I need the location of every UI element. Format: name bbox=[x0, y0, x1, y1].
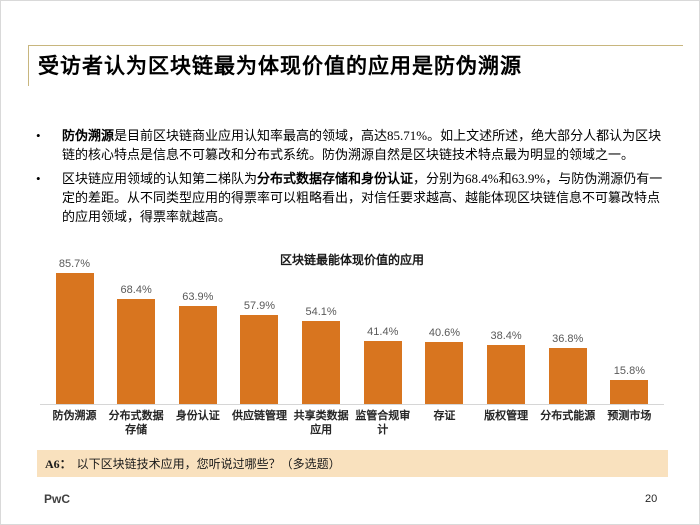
category-label: 监管合规审计 bbox=[355, 410, 411, 436]
bar-value-label: 36.8% bbox=[552, 333, 584, 345]
title-rule-vertical bbox=[28, 45, 29, 86]
chart-category-axis: 防伪溯源 分布式数据存储 身份认证 供应链管理 共享类数据应用 监管合规审计 存证 版权管理分… bbox=[44, 409, 660, 437]
bar-value-label: 15.8% bbox=[613, 365, 645, 377]
category-label: 共享类数据应用 bbox=[293, 410, 349, 436]
bar bbox=[487, 345, 526, 404]
bullet-text-pre: 区块链应用领域的认知第二梯队为 bbox=[62, 171, 258, 186]
bullet-text-bold: 分布式数据存储和身份认证 bbox=[257, 171, 414, 186]
title-rule-horizontal bbox=[28, 45, 683, 46]
bar bbox=[55, 273, 94, 404]
chart-bar-slot: 63.9% bbox=[167, 291, 228, 404]
chart-x-axis-line bbox=[40, 404, 664, 405]
pwc-logo: PwC bbox=[44, 492, 71, 506]
chart-title: 区块链最能体现价值的应用 bbox=[279, 253, 424, 267]
category-label: 供应链管理 bbox=[231, 410, 287, 422]
bar-value-label: 68.4% bbox=[120, 284, 152, 296]
bullet-marker: • bbox=[36, 128, 41, 143]
bar bbox=[610, 380, 649, 404]
category-label: 分布式数据存储 bbox=[108, 410, 164, 436]
category-label: 防伪溯源 bbox=[52, 410, 97, 422]
chart-plot-area: 85.7% 68.4% 63.9% 57.9% 54.1% 41.4% 40.6% 38.4%… bbox=[44, 254, 660, 404]
chart-bar-slot: 40.6% bbox=[414, 327, 475, 404]
category-label: 存证 bbox=[433, 410, 456, 422]
chart-bar-slot: 41.4% bbox=[352, 326, 413, 404]
bullet-item: • 区块链应用领域的认知第二梯队为分布式数据存储和身份认证，分别为68.4%和6… bbox=[36, 169, 672, 226]
bar bbox=[548, 348, 587, 404]
chart-bar-slot: 38.4% bbox=[476, 330, 537, 404]
chart-bar-slot: 15.8% bbox=[599, 365, 660, 404]
bar bbox=[425, 342, 464, 404]
bar-value-label: 57.9% bbox=[243, 300, 276, 312]
bar bbox=[240, 315, 279, 404]
bullet-text-post: 是目前区块链商业应用认知率最高的领域，高达85.71%。如上文述所述，绝大部分人… bbox=[62, 128, 662, 162]
bar bbox=[302, 321, 341, 404]
bullet-item: • 防伪溯源是目前区块链商业应用认知率最高的领域，高达85.71%。如上文述所述… bbox=[36, 126, 672, 164]
bar-value-label: 40.6% bbox=[428, 327, 461, 339]
bullet-text: 区块链应用领域的认知第二梯队为分布式数据存储和身份认证，分别为68.4%和63.… bbox=[62, 169, 672, 226]
bar-value-label: 41.4% bbox=[367, 326, 399, 338]
bar-value-label: 38.4% bbox=[490, 330, 522, 342]
bullet-list: • 防伪溯源是目前区块链商业应用认知率最高的领域，高达85.71%。如上文述所述… bbox=[36, 126, 672, 231]
chart-bar-slot: 68.4% bbox=[106, 284, 167, 404]
footnote-text: 以下区块链技术应用，您听说过哪些？（多选题） bbox=[76, 457, 341, 471]
bullet-text-post: ，分别为68.4%和63.9%，与防伪溯源仍有一定的差距。从不同类型应用的得票率… bbox=[62, 171, 663, 224]
footnote-box: A6： 以下区块链技术应用，您听说过哪些？（多选题） bbox=[37, 450, 668, 477]
category-label: 身份认证 bbox=[175, 410, 220, 422]
category-label: 预测市场 bbox=[607, 410, 652, 422]
bar-value-label: 85.7% bbox=[58, 258, 91, 270]
chart-bar-slot: 54.1% bbox=[291, 306, 352, 404]
chart-bar-slot: 36.8% bbox=[537, 333, 598, 404]
bullet-marker: • bbox=[36, 171, 41, 186]
bar bbox=[178, 306, 217, 404]
bar bbox=[117, 299, 156, 404]
bar-value-label: 54.1% bbox=[305, 306, 337, 318]
chart-bar-slot: 85.7% bbox=[44, 258, 105, 404]
page-title: 受访者认为区块链最为体现价值的应用是防伪溯源 bbox=[38, 54, 522, 78]
bar bbox=[363, 341, 402, 404]
page-number: 20 bbox=[645, 493, 658, 505]
bullet-text-bold: 防伪溯源 bbox=[62, 128, 115, 143]
footnote-question-id: A6： bbox=[45, 457, 72, 471]
category-label: 分布式能源 bbox=[540, 410, 596, 422]
bar-value-label: 63.9% bbox=[182, 291, 214, 303]
bullet-text: 防伪溯源是目前区块链商业应用认知率最高的领域，高达85.71%。如上文述所述，绝… bbox=[62, 126, 672, 164]
chart-bar-slot: 57.9% bbox=[229, 300, 290, 404]
category-label: 版权管理 bbox=[484, 410, 529, 422]
